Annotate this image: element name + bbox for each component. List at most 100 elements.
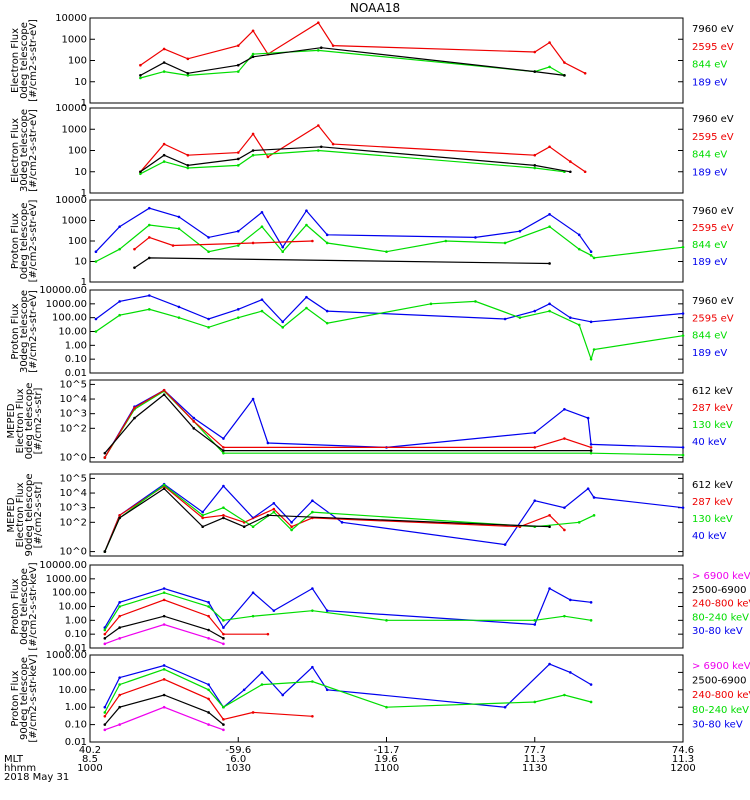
data-point [103,711,107,714]
data-point [118,626,121,629]
data-point [592,256,596,260]
data-point [272,501,276,505]
data-point [162,153,166,157]
y-axis-label: MEPED [6,403,17,438]
data-point [251,241,255,245]
y-axis-label: [#/cm2-s-str-eV] [28,109,39,192]
series-line [134,257,550,269]
y-axis-label: [#/cm2-s-str-eV] [28,200,39,283]
y-tick-label: 10^3 [60,503,87,514]
data-point [103,642,107,646]
data-point [548,65,551,69]
legend-entry: 844 eV [692,60,727,71]
y-tick-label: 10^4 [60,394,87,405]
y-tick-label: 1000 [62,216,87,227]
data-point [162,668,166,671]
y-axis-label: Proton Flux [10,578,21,634]
data-point [148,236,151,239]
y-tick-label: 1 [81,188,87,199]
x-tick-label: 1200 [670,763,695,774]
data-point [118,693,121,697]
data-point [583,170,587,174]
series-line [139,124,586,173]
data-point [548,225,551,228]
data-point [563,61,566,64]
data-point [272,507,276,511]
data-point [118,705,121,709]
data-point [290,521,293,524]
data-point [222,446,225,449]
data-point [319,46,323,50]
data-point [118,300,121,303]
data-point [222,632,225,636]
y-tick-label: 0.10 [65,354,87,365]
data-point [148,206,151,210]
data-point [118,514,121,517]
legend-entry: 612 keV [692,386,733,397]
y-tick-label: 10.00 [58,602,87,613]
data-point [201,516,204,520]
data-point [290,525,293,529]
series-line [95,294,684,323]
data-point [533,309,537,313]
data-point [533,70,537,73]
data-point [589,357,593,361]
data-point [222,718,225,721]
data-point [192,427,196,430]
data-point [118,225,121,228]
y-axis-label: Electron Flux [15,482,26,547]
y-tick-label: 10000 [55,13,87,24]
data-point [589,254,593,257]
data-point [236,151,240,154]
y-tick-label: 100 [68,236,87,247]
data-point [569,598,572,602]
data-point [207,697,210,701]
y-tick-label: 10 [74,167,87,178]
data-point [325,233,329,237]
data-point [222,514,225,517]
data-point [148,256,151,260]
data-point [251,52,255,56]
data-point [103,632,107,636]
y-tick-label: 0.10 [65,720,87,731]
data-point [503,241,507,245]
data-point [503,705,507,709]
data-point [103,705,107,709]
plot-frame [89,473,684,557]
plot-frame [89,17,684,104]
plot-frame [89,199,684,283]
y-axis-label: MEPED [6,497,17,532]
data-point [207,326,210,329]
data-point [266,441,270,445]
y-tick-label: 10^3 [60,409,87,420]
data-point [317,124,320,127]
data-point [317,49,320,52]
data-point [118,516,121,520]
y-tick-label: 1000 [62,34,87,45]
data-point [681,446,685,449]
data-point [563,407,566,411]
data-point [207,614,210,618]
data-point [311,609,314,612]
data-point [222,626,225,629]
legend-entry: 287 keV [692,497,733,508]
data-point [236,229,240,233]
y-axis-label: Proton Flux [10,670,21,726]
data-point [548,213,551,216]
data-point [548,662,551,666]
x-tick-label: 74.6 [672,745,694,756]
data-point [201,525,204,529]
data-point [236,44,240,47]
legend-entry: 7960 eV [692,24,734,35]
data-point [177,215,181,219]
y-tick-label: 1.00 [65,702,87,713]
series-line [95,224,684,263]
data-point [592,514,596,517]
data-point [148,308,151,311]
data-point [171,244,175,247]
data-point [222,642,225,646]
x-tick-label: 1030 [226,763,251,774]
data-point [340,521,344,524]
data-point [533,619,537,622]
